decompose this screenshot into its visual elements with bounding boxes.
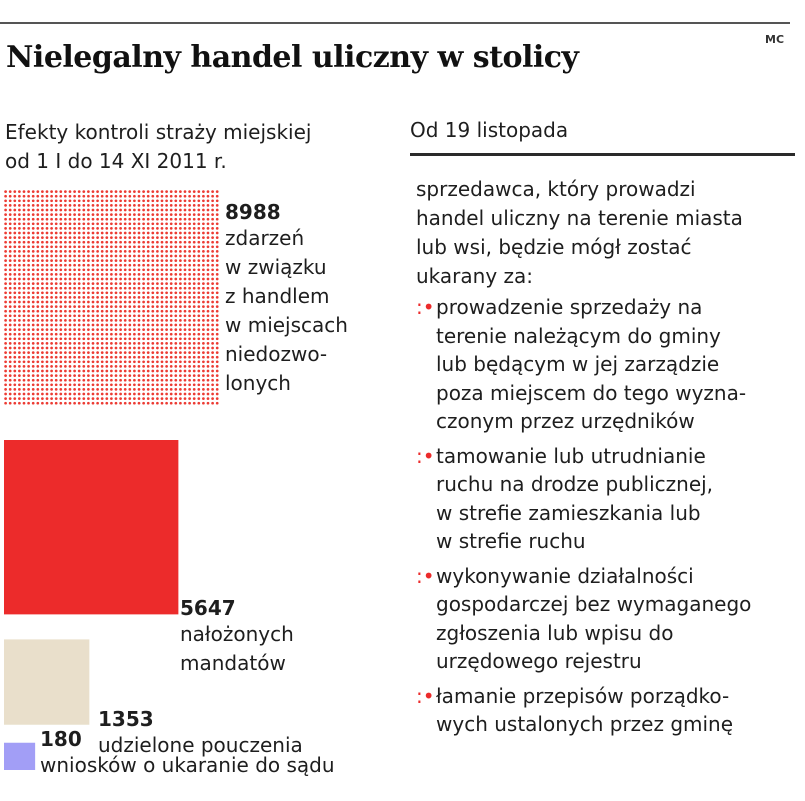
area-chart [4, 190, 219, 770]
list-item-text: prowadzenie sprzedaży na terenie należąc… [436, 295, 747, 433]
page-title: Nielegalny handel uliczny w stolicy [6, 40, 579, 75]
top-rule [0, 22, 790, 24]
credit: MC [765, 33, 785, 46]
category-label: wniosków o ukaranie do sądu [40, 752, 335, 777]
area-square [4, 440, 179, 615]
area-square [4, 639, 90, 725]
bullet-icon: :• [416, 563, 435, 588]
list-item: :• łamanie przepisów porządko- wych ustal… [416, 682, 801, 739]
chart-subtitle: Efekty kontroli straży miejskiej od 1 I … [5, 120, 312, 173]
section-header: Od 19 listopada [410, 118, 569, 142]
category-label: udzielone pouczenia [98, 732, 303, 757]
bullet-icon: :• [416, 295, 435, 319]
list-item: :• tamowanie lub utrudnianie ruchu na dro… [416, 442, 801, 556]
list-item-text: łamanie przepisów porządko- wych ustalon… [436, 683, 734, 737]
list-item: :• wykonywanie działalności gospodarczej … [416, 562, 801, 676]
list-item-text: wykonywanie działalności gospodarczej be… [436, 563, 752, 674]
value-number: 180 [40, 726, 82, 751]
bullet-icon: :• [416, 443, 435, 468]
intro-text: sprzedawca, który prowadzi handel uliczn… [416, 177, 743, 288]
list-item: :• prowadzenie sprzedaży na terenie należ… [416, 293, 801, 436]
value-label-fines: 5647 nałożonych mandatów [180, 596, 294, 678]
value-number: 8988 [225, 200, 281, 224]
area-square-dotted [4, 190, 219, 405]
value-label-events: 8988 zdarzeń w związku z handlem w miejs… [225, 200, 348, 398]
value-label-warnings: 1353 udzielone pouczenia [98, 707, 303, 760]
section-rule [410, 153, 795, 156]
area-square [4, 742, 36, 770]
value-number: 5647 [180, 596, 236, 621]
category-label: nałożonych mandatów [180, 622, 294, 676]
value-number: 1353 [98, 706, 154, 731]
penalty-list: :• prowadzenie sprzedaży na terenie należ… [416, 293, 801, 745]
list-item-text: tamowanie lub utrudnianie ruchu na drodz… [436, 443, 714, 554]
bullet-icon: :• [416, 683, 435, 708]
value-label-court: 180 wniosków o ukaranie do sądu [40, 727, 335, 780]
category-label: zdarzeń w związku z handlem w miejscach … [225, 226, 348, 395]
